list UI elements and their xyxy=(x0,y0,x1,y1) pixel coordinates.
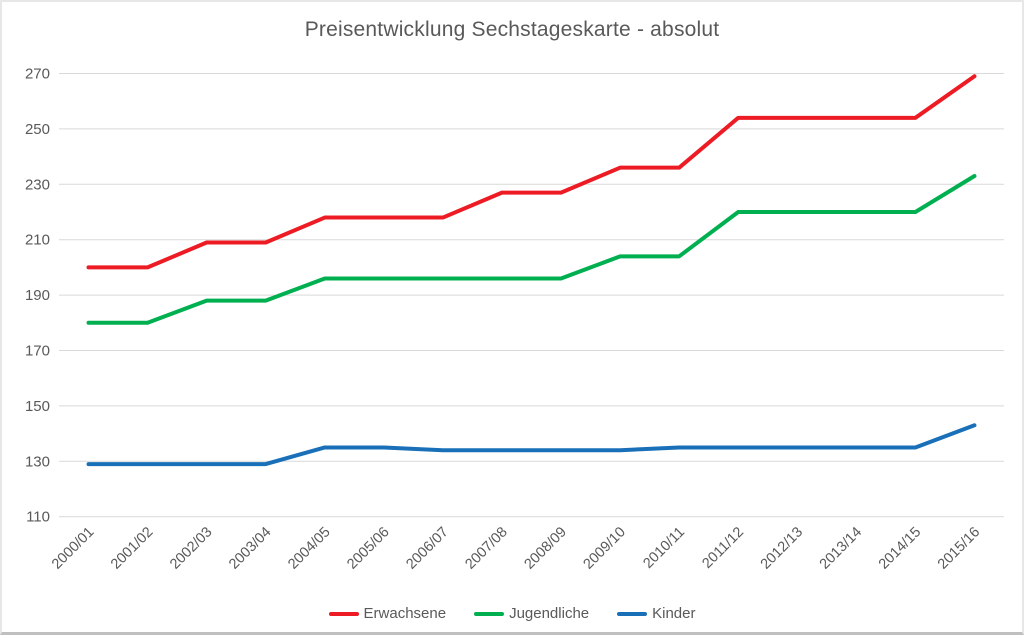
y-tick-label: 210 xyxy=(25,232,50,249)
legend-item-kinder[interactable]: Kinder xyxy=(617,605,695,622)
series-line-jugendliche[interactable] xyxy=(86,173,977,325)
x-tick-label: 2008/09 xyxy=(521,524,569,572)
y-tick-label: 170 xyxy=(25,343,50,360)
x-tick-label: 2001/02 xyxy=(108,524,156,572)
series-line-erwachsene[interactable] xyxy=(86,74,977,270)
legend-label: Jugendliche xyxy=(509,605,590,622)
legend-label: Kinder xyxy=(652,605,696,622)
series-line-kinder[interactable] xyxy=(86,423,977,467)
legend-label: Erwachsene xyxy=(363,605,447,622)
legend-swatch-icon xyxy=(617,611,648,616)
y-tick-label: 190 xyxy=(25,287,50,304)
y-tick-label: 150 xyxy=(25,398,50,415)
legend-swatch-icon xyxy=(328,611,359,616)
x-tick-label: 2003/04 xyxy=(226,524,274,572)
legend: Erwachsene Jugendliche Kinder xyxy=(2,605,1022,622)
y-tick-label: 250 xyxy=(25,121,50,138)
legend-item-jugendliche[interactable]: Jugendliche xyxy=(474,605,589,622)
legend-swatch-icon xyxy=(474,611,505,616)
x-tick-label: 2005/06 xyxy=(344,524,392,572)
x-tick-label: 2000/01 xyxy=(49,524,97,572)
x-tick-label: 2014/15 xyxy=(876,524,924,572)
y-tick-label: 130 xyxy=(25,453,50,470)
x-tick-label: 2012/13 xyxy=(758,524,806,572)
x-tick-label: 2015/16 xyxy=(935,524,983,572)
y-tick-label: 110 xyxy=(26,509,50,526)
x-tick-label: 2011/12 xyxy=(699,524,747,572)
y-tick-label: 230 xyxy=(25,176,50,193)
y-tick-label: 270 xyxy=(25,66,50,83)
x-tick-label: 2010/11 xyxy=(640,524,688,572)
x-tick-label: 2002/03 xyxy=(167,524,215,572)
x-tick-label: 2013/14 xyxy=(817,524,865,572)
x-tick-label: 2006/07 xyxy=(403,524,451,572)
legend-item-erwachsene[interactable]: Erwachsene xyxy=(328,605,447,622)
x-tick-label: 2004/05 xyxy=(285,524,333,572)
x-tick-label: 2009/10 xyxy=(581,524,629,572)
x-tick-label: 2007/08 xyxy=(462,524,510,572)
chart-title: Preisentwicklung Sechstageskarte - absol… xyxy=(304,18,720,41)
